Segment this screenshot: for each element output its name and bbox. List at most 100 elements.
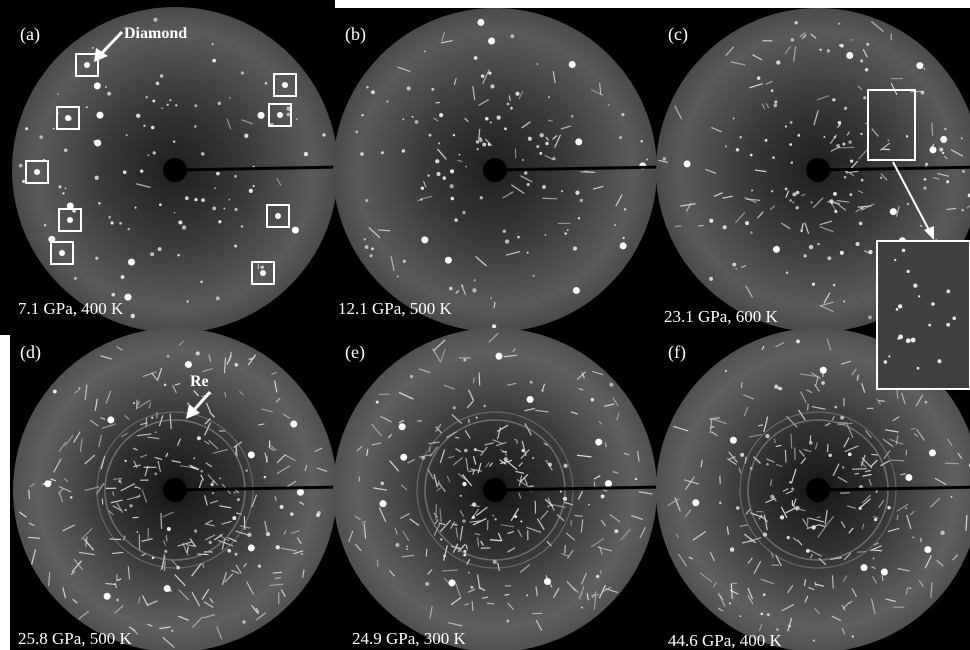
diffraction-spot — [851, 39, 853, 41]
diffraction-spot — [905, 507, 907, 509]
diffraction-spot — [39, 135, 43, 139]
diffraction-spot — [58, 185, 61, 188]
diamond-reflection — [292, 227, 299, 234]
diamond-reflection — [399, 423, 406, 430]
diffraction-spot — [111, 293, 115, 297]
diffraction-spot — [848, 453, 852, 457]
zoom-inset — [877, 241, 970, 389]
diffraction-spot — [406, 548, 408, 550]
diffraction-spot — [460, 495, 462, 497]
diffraction-spot — [264, 476, 266, 478]
diffraction-spot — [906, 338, 911, 343]
diffraction-spot — [406, 545, 408, 547]
diamond-reflection — [940, 136, 947, 143]
diffraction-spot — [872, 557, 874, 559]
diamond-reflection — [929, 449, 936, 456]
diffraction-spot — [911, 338, 916, 343]
diffraction-spot — [143, 125, 145, 127]
diffraction-spot — [844, 176, 846, 178]
diffraction-spot — [514, 515, 517, 518]
diffraction-spot — [789, 199, 792, 202]
diffraction-spot — [520, 520, 522, 522]
diffraction-spot — [158, 247, 162, 251]
diffraction-spot — [276, 545, 280, 549]
diffraction-spot — [946, 289, 950, 293]
diffraction-spot — [468, 572, 470, 574]
diffraction-spot — [450, 184, 454, 188]
panel-label: (e) — [345, 342, 365, 363]
diffraction-spot — [462, 285, 464, 287]
diamond-reflection — [861, 564, 868, 571]
diffraction-streak — [832, 575, 833, 588]
diamond-reflection — [65, 115, 71, 121]
diffraction-spot — [506, 619, 509, 622]
diffraction-spot — [844, 107, 847, 110]
diffraction-spot — [258, 565, 261, 568]
diffraction-spot — [771, 89, 774, 92]
diffraction-spot — [840, 251, 844, 255]
diffraction-spot — [939, 148, 943, 152]
diffraction-spot — [462, 211, 465, 214]
diffraction-spot — [859, 222, 863, 226]
diamond-reflection — [569, 61, 576, 68]
diffraction-spot — [907, 270, 910, 273]
diffraction-spot — [216, 172, 220, 176]
diffraction-spot — [129, 504, 132, 507]
diffraction-spot — [863, 96, 866, 99]
diffraction-spot — [909, 587, 911, 589]
diamond-reflection — [380, 500, 387, 507]
diffraction-spot — [522, 159, 524, 161]
diffraction-spot — [946, 323, 950, 327]
diffraction-spot — [564, 232, 567, 235]
diffraction-spot — [946, 180, 949, 183]
diffraction-spot — [234, 175, 237, 178]
diffraction-spot — [614, 224, 616, 226]
diffraction-spot — [514, 439, 516, 441]
diffraction-spot — [766, 463, 769, 466]
diffraction-spot — [516, 92, 520, 96]
diffraction-spot — [194, 104, 197, 107]
diffraction-spot — [792, 201, 794, 203]
diffraction-spot — [407, 86, 411, 90]
diffraction-streak — [808, 404, 809, 411]
diamond-reflection — [773, 246, 780, 253]
diffraction-spot — [425, 582, 429, 586]
diffraction-spot — [124, 460, 126, 462]
diffraction-spot — [608, 104, 610, 106]
diffraction-streak — [266, 456, 267, 462]
diffraction-spot — [74, 277, 77, 280]
diffraction-spot — [855, 242, 859, 246]
diffraction-spot — [194, 530, 197, 533]
diamond-reflection — [94, 140, 101, 147]
diffraction-spot — [455, 524, 457, 526]
diffraction-spot — [151, 126, 155, 130]
diffraction-spot — [450, 169, 454, 173]
diffraction-spot — [25, 127, 28, 130]
diffraction-spot — [745, 221, 749, 225]
diffraction-spot — [920, 225, 922, 227]
diffraction-spot — [942, 152, 944, 154]
diffraction-spot — [527, 252, 529, 254]
diffraction-spot — [22, 180, 25, 183]
diffraction-spot — [216, 297, 220, 301]
diffraction-spot — [483, 405, 486, 408]
diffraction-spot — [152, 100, 155, 103]
diffraction-streak — [113, 479, 122, 480]
diffraction-spot — [167, 527, 171, 531]
diffraction-spot — [776, 60, 780, 64]
diffraction-spot — [156, 82, 159, 85]
diffraction-streak — [378, 230, 390, 231]
diffraction-spot — [504, 127, 507, 130]
diffraction-spot — [640, 140, 643, 143]
diffraction-spot — [431, 88, 434, 91]
diffraction-spot — [497, 115, 501, 119]
diffraction-spot — [709, 219, 713, 223]
figure: (a)7.1 GPa, 400 K(b)12.1 GPa, 500 K(c)23… — [0, 0, 970, 650]
diffraction-spot — [834, 136, 837, 139]
diffraction-spot — [464, 449, 468, 453]
diffraction-spot — [86, 106, 88, 108]
diffraction-spot — [481, 74, 485, 78]
diffraction-spot — [212, 43, 214, 45]
diffraction-spot — [767, 613, 770, 616]
diffraction-spot — [834, 406, 837, 409]
